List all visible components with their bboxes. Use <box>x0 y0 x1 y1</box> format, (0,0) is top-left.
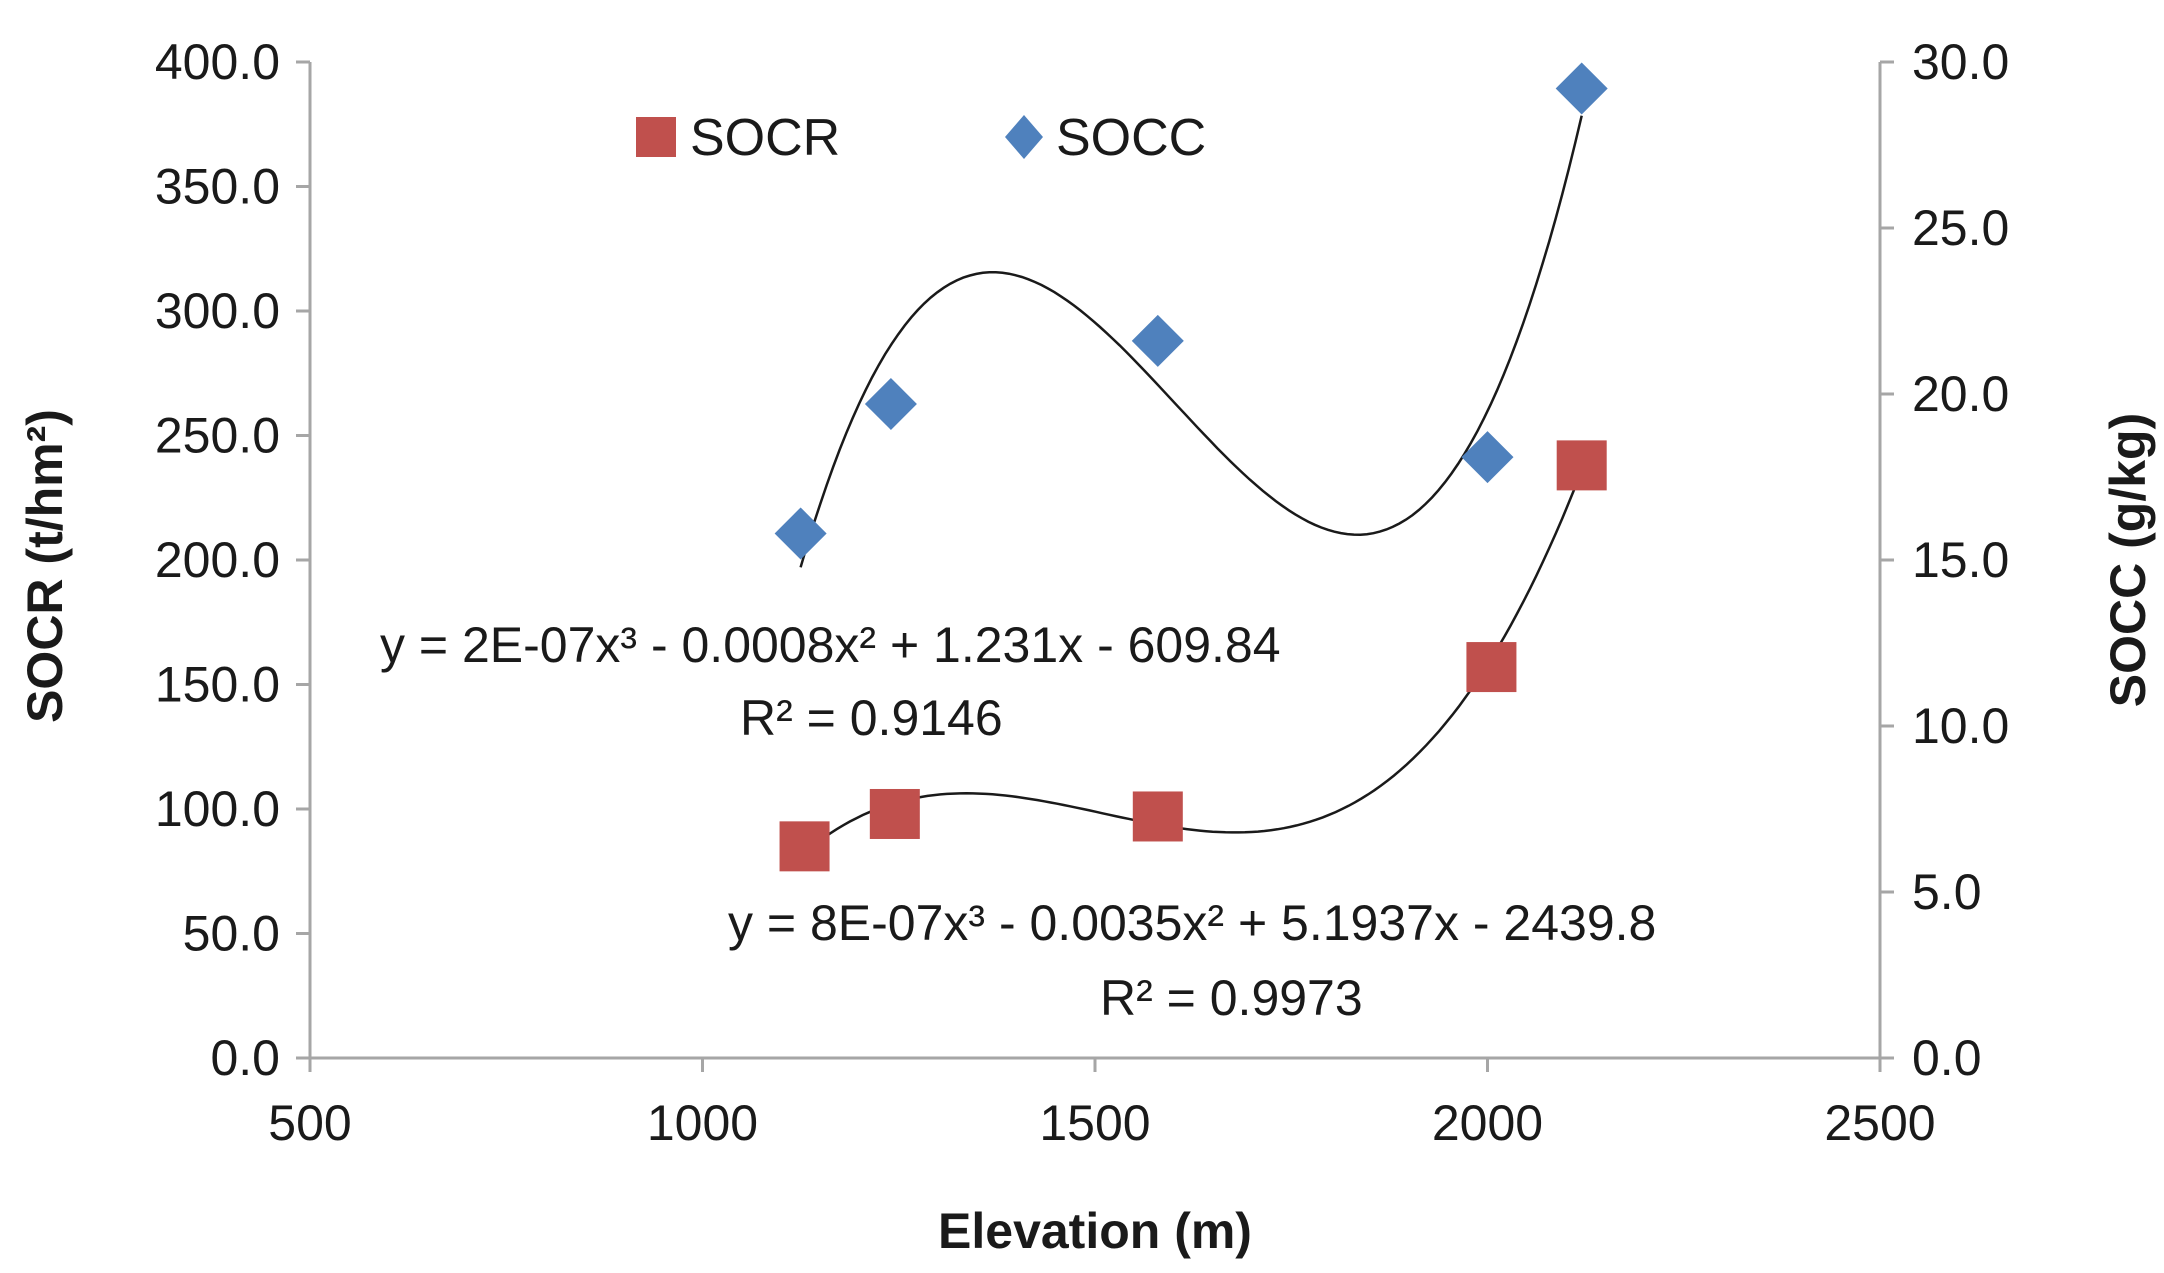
legend-socr-marker <box>636 117 676 157</box>
socr-trend-r2: R² = 0.9973 <box>1100 970 1363 1026</box>
y-right-tick-label-6: 30.0 <box>1912 34 2009 90</box>
legend-socc-label: SOCC <box>1056 109 1206 167</box>
socr-point-2 <box>1132 791 1183 842</box>
labels: 500 1000 1500 2000 2500 0.0 50.0 100.0 150.0 200.… <box>155 34 2009 1151</box>
y-left-tick-label-3: 150.0 <box>155 657 280 713</box>
y-right-tick-label-4: 20.0 <box>1912 366 2009 422</box>
y-right-tick-label-5: 25.0 <box>1912 200 2009 256</box>
y-right-tick-label-1: 5.0 <box>1912 864 1982 920</box>
socc-point-4 <box>1555 62 1608 115</box>
y-left-tick-label-7: 350.0 <box>155 159 280 215</box>
socc-point-2 <box>1131 314 1184 367</box>
x-tick-label-2: 1500 <box>1039 1095 1150 1151</box>
socr-point-0 <box>779 821 830 872</box>
y-left-tick-label-8: 400.0 <box>155 34 280 90</box>
y-left-axis-title: SOCR (t/hm²) <box>17 409 73 723</box>
x-tick-label-1: 1000 <box>647 1095 758 1151</box>
x-tick-label-0: 500 <box>268 1095 351 1151</box>
legend-socc-marker <box>1005 115 1043 159</box>
y-right-tick-label-3: 15.0 <box>1912 532 2009 588</box>
socc-trendline <box>799 115 1583 568</box>
socr-trend-equation: y = 8E-07x³ - 0.0035x² + 5.1937x - 2439.… <box>728 895 1656 951</box>
trendlines <box>799 115 1583 854</box>
x-tick-label-4: 2500 <box>1824 1095 1935 1151</box>
socc-trend-equation: y = 2E-07x³ - 0.0008x² + 1.231x - 609.84 <box>380 617 1281 673</box>
socc-point-3 <box>1461 431 1514 484</box>
y-right-tick-label-2: 10.0 <box>1912 698 2009 754</box>
y-left-tick-label-0: 0.0 <box>210 1030 280 1086</box>
socr-point-3 <box>1466 642 1517 693</box>
legend-socr-label: SOCR <box>690 109 840 167</box>
y-left-tick-label-4: 200.0 <box>155 532 280 588</box>
axes <box>296 60 1894 1072</box>
x-axis-title: Elevation (m) <box>938 1203 1252 1259</box>
y-right-axis-title: SOCC (g/kg) <box>2100 413 2156 707</box>
socr-point-4 <box>1556 440 1607 491</box>
y-right-tick-label-0: 0.0 <box>1912 1030 1982 1086</box>
y-left-tick-label-1: 50.0 <box>183 906 280 962</box>
markers <box>774 62 1608 872</box>
x-tick-label-3: 2000 <box>1432 1095 1543 1151</box>
socc-point-0 <box>774 507 827 560</box>
y-left-tick-label-2: 100.0 <box>155 781 280 837</box>
socr-point-1 <box>869 788 920 839</box>
socr-trendline <box>803 470 1583 854</box>
socc-trend-r2: R² = 0.9146 <box>740 690 1003 746</box>
y-left-tick-label-5: 250.0 <box>155 408 280 464</box>
y-left-tick-label-6: 300.0 <box>155 283 280 339</box>
socc-point-1 <box>864 377 917 430</box>
